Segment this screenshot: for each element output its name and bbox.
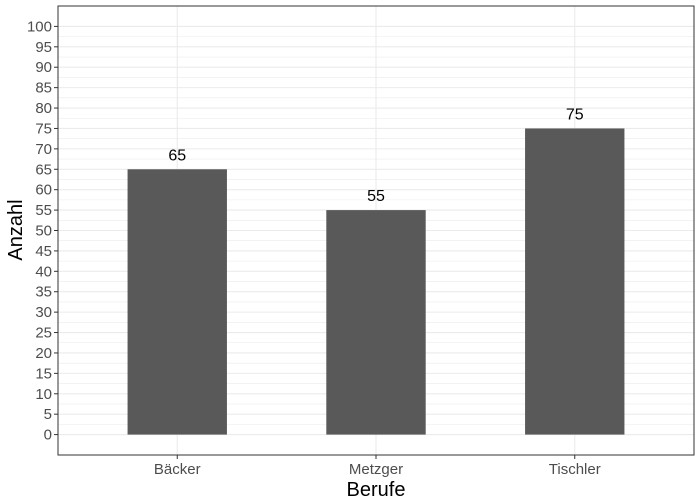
y-tick-label: 0 [44, 427, 52, 444]
y-tick-label: 60 [35, 182, 52, 199]
data-labels: 65 55 75 [168, 106, 583, 205]
data-label-1: 65 [168, 147, 186, 164]
x-tick-label: Bäcker [154, 461, 201, 478]
y-tick-label: 30 [35, 304, 52, 321]
y-tick-label: 90 [35, 59, 52, 76]
y-tick-label: 85 [35, 80, 52, 97]
y-tick-label: 70 [35, 141, 52, 158]
y-tick-label: 55 [35, 202, 52, 219]
y-axis-title: Anzahl [5, 199, 27, 260]
bar-1 [127, 169, 227, 435]
y-tick-label: 100 [27, 18, 52, 35]
y-tick-label: 40 [35, 263, 52, 280]
y-tick-label: 35 [35, 284, 52, 301]
y-tick-label: 15 [35, 365, 52, 382]
bars [127, 128, 625, 435]
y-tick-label: 45 [35, 243, 52, 260]
y-tick-label: 95 [35, 39, 52, 56]
y-tick-label: 65 [35, 161, 52, 178]
data-label-2: 55 [367, 188, 385, 205]
y-axis: 0 5 10 15 20 25 30 35 40 45 50 55 60 65 70 75 80 85 90 95 10… [27, 18, 58, 444]
y-tick-label: 80 [35, 100, 52, 117]
x-axis-title: Berufe [347, 479, 406, 500]
y-tick-label: 5 [44, 406, 52, 423]
x-tick-label: Tischler [549, 461, 601, 478]
y-tick-label: 75 [35, 120, 52, 137]
bar-2 [326, 210, 426, 435]
x-tick-label: Metzger [349, 461, 403, 478]
bar-3 [525, 128, 625, 435]
x-axis: Bäcker Metzger Tischler [154, 455, 601, 478]
y-tick-label: 50 [35, 223, 52, 240]
y-tick-label: 25 [35, 325, 52, 342]
y-tick-label: 10 [35, 386, 52, 403]
y-tick-label: 20 [35, 345, 52, 362]
data-label-3: 75 [566, 106, 584, 123]
